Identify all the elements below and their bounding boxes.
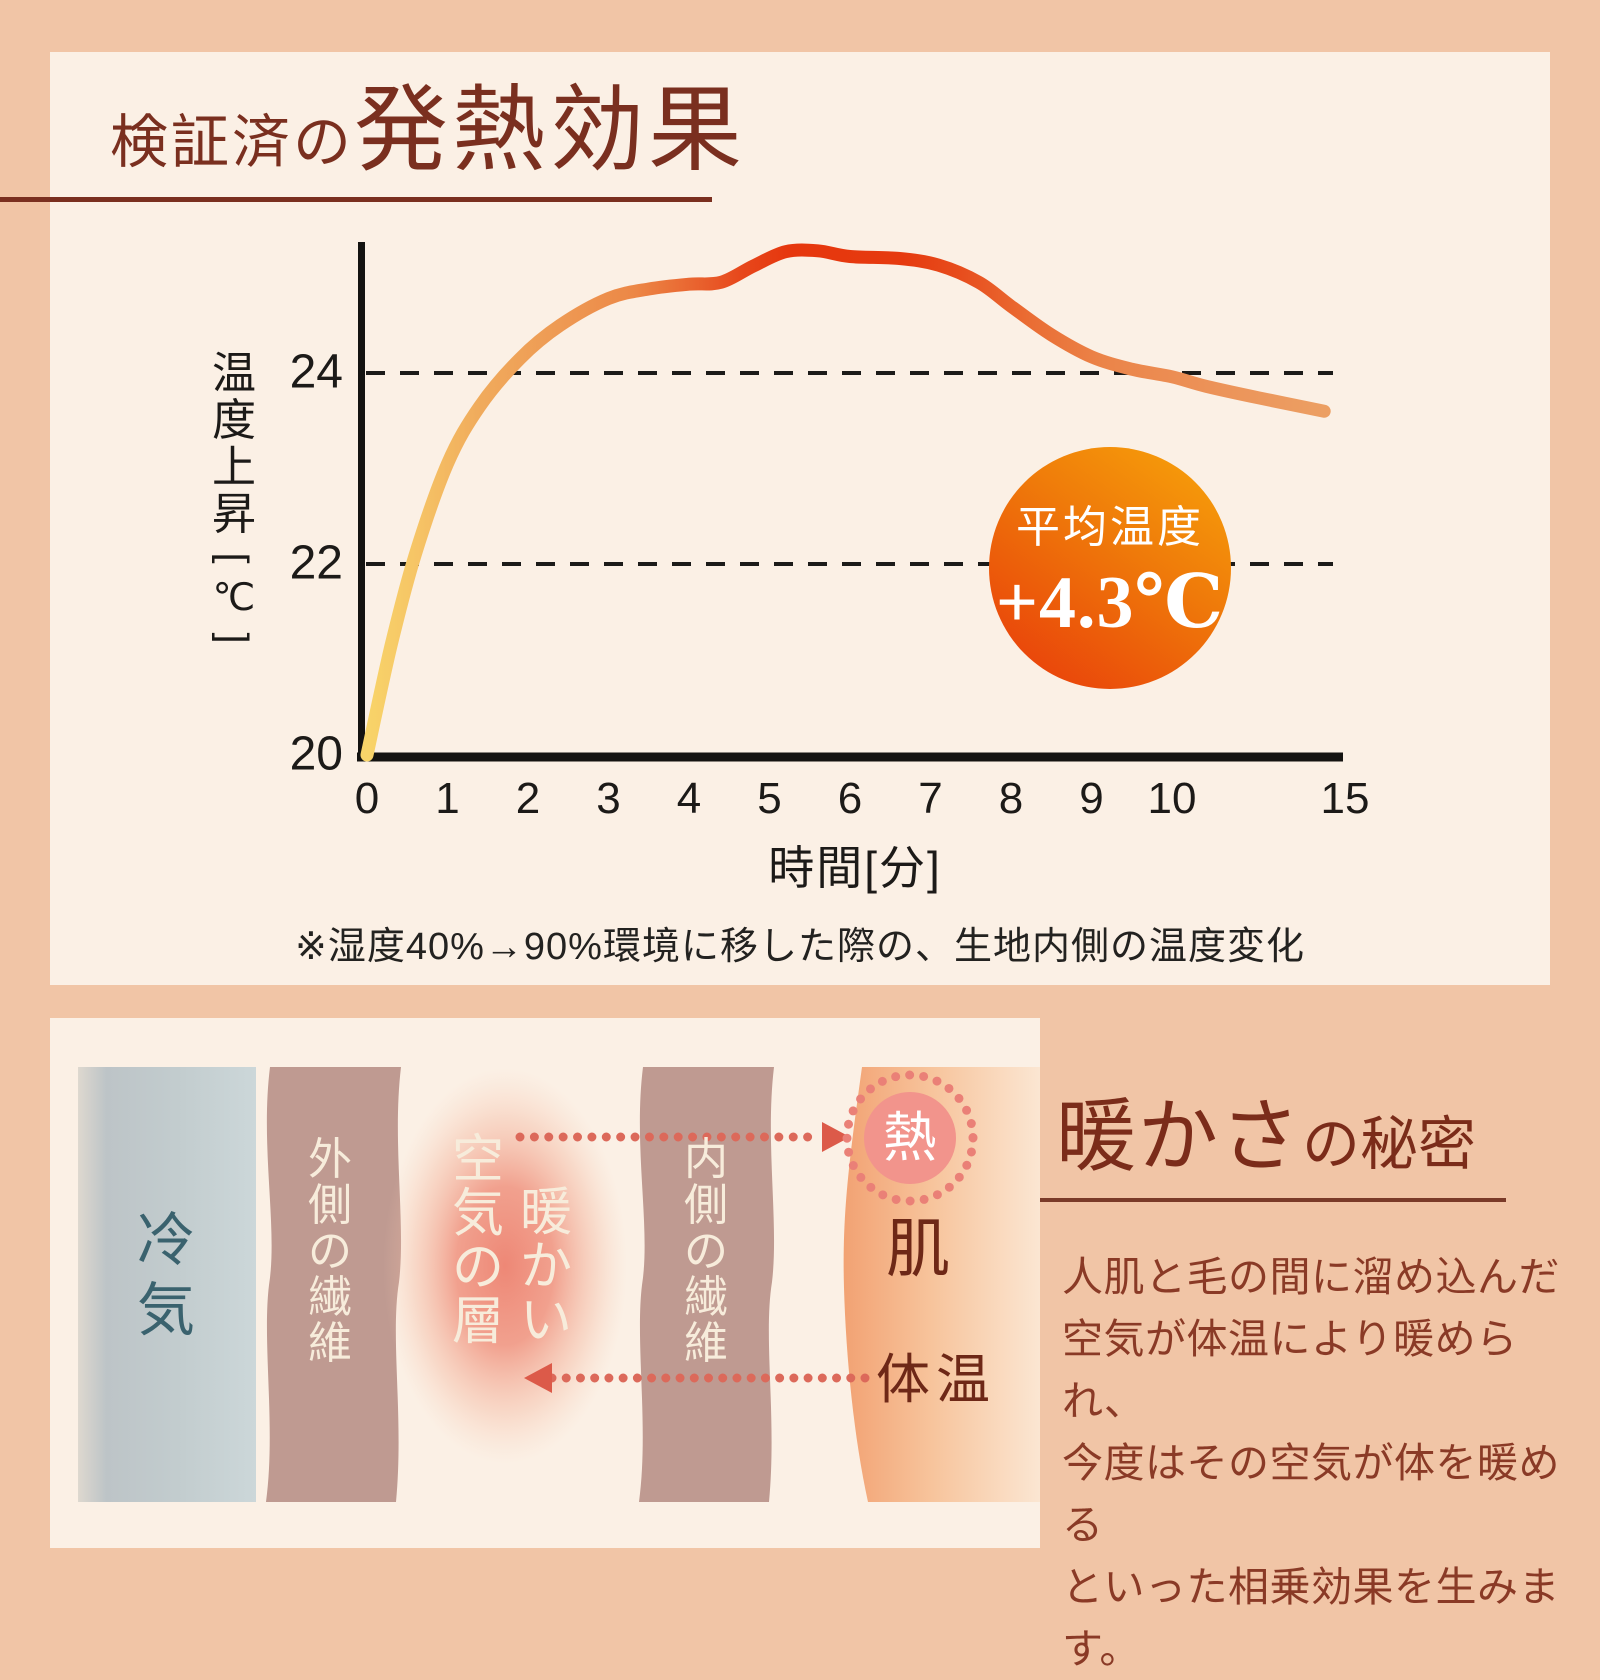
x-tick-label: 1	[435, 774, 460, 823]
warm-air-blob	[383, 1068, 627, 1464]
x-tick-label: 5	[757, 774, 782, 823]
y-axis-title: 温度上昇[℃]	[212, 349, 256, 644]
warmth-description: 人肌と毛の間に溜め込んだ 空気が体温により暖められ、 今度はその空気が体を暖める…	[1062, 1246, 1572, 1680]
y-tick-label: 22	[289, 536, 343, 590]
warmth-description-line: といった相乗効果を生みます。	[1062, 1564, 1560, 1672]
label-outer-fiber: 外側の繊維	[308, 1135, 352, 1368]
label-warm-air: 暖かい	[519, 1185, 573, 1350]
outer-fiber-band	[266, 1067, 402, 1502]
warmth-layers-diagram	[78, 1067, 1040, 1502]
warmth-description-line: 今度はその空気が体を暖める	[1062, 1440, 1560, 1548]
heat-circle	[864, 1092, 956, 1184]
warmth-secret-title-small: の秘密	[1302, 1112, 1477, 1177]
title-underline	[0, 197, 712, 202]
cold-air-band	[78, 1067, 256, 1502]
chart-label-layer: 20 22 24 0 1 2 3 4 5 6 7 8 9 10 15	[289, 345, 1370, 823]
label-body-temperature: 体温	[876, 1350, 996, 1410]
warmth-secret-underline	[1040, 1198, 1506, 1202]
label-inner-fiber: 内側の繊維	[684, 1135, 728, 1368]
label-heat: 熱	[883, 1108, 937, 1168]
body-temp-arrowhead-icon	[524, 1363, 552, 1393]
x-tick-label: 0	[354, 774, 380, 823]
page-title: 検証済の発熱効果	[110, 84, 746, 178]
y-tick-label: 20	[289, 727, 343, 781]
x-tick-label: 15	[1320, 774, 1370, 823]
badge-value: +4.3℃	[995, 561, 1225, 644]
x-tick-label: 6	[837, 774, 863, 823]
heat-dotted-ring-icon	[842, 1070, 978, 1206]
x-axis-title: 時間[分]	[768, 842, 942, 894]
label-cold-air: 冷気	[136, 1208, 196, 1343]
temperature-curve	[360, 243, 1331, 762]
badge-label: 平均温度	[1016, 502, 1204, 552]
average-temperature-badge: 平均温度 +4.3℃	[989, 447, 1231, 689]
x-tick-label: 4	[676, 774, 702, 823]
warmth-description-line: 人肌と毛の間に溜め込んだ	[1062, 1254, 1560, 1300]
x-tick-label: 7	[918, 774, 943, 823]
heat-effect-card	[50, 52, 1550, 985]
x-tick-label: 10	[1147, 774, 1197, 823]
page-title-large: 発熱効果	[354, 79, 747, 183]
chart-footnote: ※湿度40%→90%環境に移した際の、生地内側の温度変化	[295, 926, 1305, 968]
x-tick-label: 2	[515, 774, 541, 823]
label-warm-air-layer: 空気の層	[451, 1132, 505, 1351]
inner-fiber-band	[639, 1067, 775, 1502]
page: { "colors": { "background": "#f1c5a6", "…	[0, 52, 1560, 1672]
heat-flow-arrowhead-icon	[822, 1122, 850, 1152]
y-tick-label: 24	[289, 345, 343, 399]
warmth-description-line: 空気が体温により暖められ、	[1062, 1316, 1518, 1424]
x-tick-label: 9	[1079, 774, 1104, 823]
warmth-secret-title: 暖かさの秘密	[1056, 1098, 1476, 1178]
warmth-secret-title-large: 暖かさ	[1056, 1094, 1302, 1182]
temperature-line-chart	[357, 242, 1343, 762]
label-skin: 肌	[886, 1214, 950, 1285]
x-tick-label: 3	[596, 774, 621, 823]
x-tick-label: 8	[998, 774, 1024, 823]
page-title-small: 検証済の	[110, 110, 355, 175]
